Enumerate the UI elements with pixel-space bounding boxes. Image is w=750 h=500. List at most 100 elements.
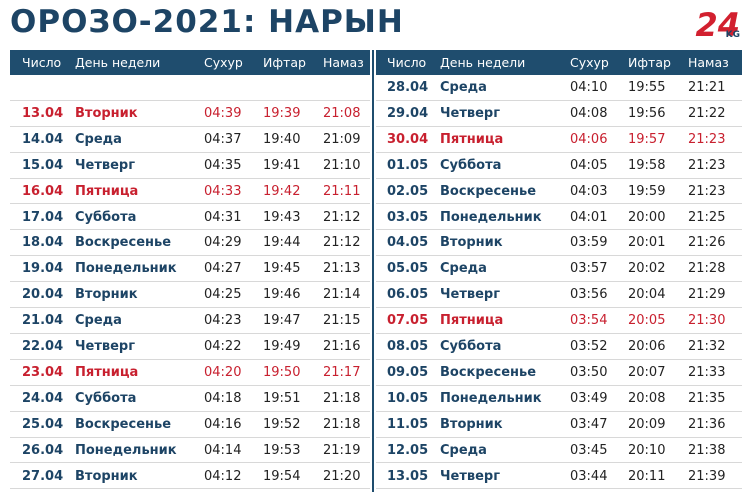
- time-cell: 21:33: [688, 364, 726, 380]
- time-cell: 04:06: [570, 131, 608, 147]
- date-cell: Воскресенье: [440, 183, 537, 199]
- date-cell: 20.04: [22, 287, 64, 303]
- time-cell: 21:10: [323, 157, 361, 173]
- time-cell: 21:23: [688, 183, 726, 199]
- header-cell: День недели: [440, 55, 526, 70]
- time-cell: 03:52: [570, 339, 608, 354]
- date-cell: Воскресенье: [75, 235, 172, 251]
- date-cell: 22.04: [22, 339, 64, 354]
- time-cell: 19:47: [263, 313, 301, 329]
- time-cell: 21:12: [323, 209, 361, 225]
- time-cell: 20:09: [628, 416, 666, 432]
- date-cell: 08.05: [387, 339, 429, 354]
- date-cell: Суббота: [75, 390, 137, 406]
- table-row: 04.05 Вторник 03:59 20:01 21:26: [376, 230, 742, 257]
- table-row: 07.05 Пятница 03:54 20:05 21:30: [376, 308, 742, 334]
- time-cell: 21:32: [688, 339, 726, 354]
- time-cell: 20:07: [628, 364, 666, 380]
- time-cell: 20:10: [628, 442, 666, 458]
- date-cell: Понедельник: [440, 209, 542, 225]
- date-cell: 03.05: [387, 209, 429, 225]
- table-row: 06.05 Четверг 03:56 20:04 21:29: [376, 282, 742, 309]
- time-cell: 19:46: [263, 287, 301, 303]
- date-cell: Четверг: [440, 468, 500, 484]
- time-cell: 21:38: [688, 442, 726, 458]
- date-cell: 11.05: [387, 416, 429, 432]
- time-cell: 21:14: [323, 287, 361, 303]
- table-row: 28.04 Среда 04:10 19:55 21:21: [376, 75, 742, 101]
- header-cell: Намаз: [688, 55, 729, 70]
- logo-sub: KG: [725, 30, 740, 40]
- time-cell: 21:19: [323, 442, 361, 458]
- time-cell: 21:16: [323, 339, 361, 354]
- time-cell: 03:45: [570, 442, 608, 458]
- time-cell: 03:50: [570, 364, 608, 380]
- time-cell: 21:23: [688, 157, 726, 173]
- date-cell: 27.04: [22, 468, 64, 484]
- divider: [372, 50, 374, 492]
- time-cell: 21:15: [323, 313, 361, 329]
- date-cell: Среда: [75, 313, 122, 329]
- table-row: 19.04 Понедельник 04:27 19:45 21:13: [10, 256, 370, 283]
- date-cell: Среда: [75, 131, 122, 147]
- date-cell: Четверг: [440, 287, 500, 303]
- table-row: 29.04 Четверг 04:08 19:56 21:22: [376, 101, 742, 127]
- time-cell: 21:28: [688, 261, 726, 277]
- date-cell: 17.04: [22, 209, 64, 225]
- time-cell: 19:56: [628, 105, 666, 121]
- time-cell: 21:12: [323, 235, 361, 251]
- date-cell: Вторник: [440, 235, 503, 251]
- time-cell: 04:10: [570, 80, 608, 95]
- table-row: 18.04 Воскресенье 04:29 19:44 21:12: [10, 230, 370, 257]
- time-cell: 20:02: [628, 261, 666, 277]
- date-cell: Вторник: [75, 105, 138, 121]
- table-row: 21.04 Среда 04:23 19:47 21:15: [10, 308, 370, 334]
- table-row: 12.05 Среда 03:45 20:10 21:38: [376, 438, 742, 464]
- date-cell: Понедельник: [75, 442, 177, 458]
- table-row: 03.05 Понедельник 04:01 20:00 21:25: [376, 205, 742, 231]
- time-cell: 19:45: [263, 261, 301, 277]
- date-cell: Понедельник: [75, 261, 177, 277]
- date-cell: 04.05: [387, 235, 429, 251]
- time-cell: 20:01: [628, 235, 666, 251]
- time-cell: 19:39: [263, 105, 301, 121]
- table-row: 11.05 Вторник 03:47 20:09 21:36: [376, 412, 742, 438]
- time-cell: 04:29: [204, 235, 242, 251]
- time-cell: 19:53: [263, 442, 301, 458]
- date-cell: 05.05: [387, 261, 429, 277]
- header-cell: Сухур: [204, 55, 243, 70]
- time-cell: 21:29: [688, 287, 726, 303]
- time-cell: 21:25: [688, 209, 726, 225]
- time-cell: 04:18: [204, 390, 242, 406]
- time-cell: 21:18: [323, 416, 361, 432]
- time-cell: 19:51: [263, 390, 301, 406]
- table-row: 22.04 Четверг 04:22 19:49 21:16: [10, 334, 370, 360]
- time-cell: 21:11: [323, 183, 361, 199]
- date-cell: 09.05: [387, 364, 429, 380]
- date-cell: Пятница: [440, 131, 504, 147]
- time-cell: 19:49: [263, 339, 301, 354]
- header-cell: Ифтар: [628, 55, 671, 70]
- date-cell: 10.05: [387, 390, 429, 406]
- time-cell: 04:27: [204, 261, 242, 277]
- header-cell: Число: [387, 55, 427, 70]
- time-cell: 19:50: [263, 364, 301, 380]
- time-cell: 21:08: [323, 105, 361, 121]
- time-cell: 19:55: [628, 80, 666, 95]
- date-cell: Вторник: [440, 416, 503, 432]
- date-cell: Суббота: [440, 157, 502, 173]
- time-cell: 19:58: [628, 157, 666, 173]
- table-row: 15.04 Четверг 04:35 19:41 21:10: [10, 153, 370, 179]
- date-cell: 15.04: [22, 157, 64, 173]
- date-cell: Пятница: [440, 313, 504, 329]
- time-cell: 21:36: [688, 416, 726, 432]
- header-cell: Намаз: [323, 55, 364, 70]
- date-cell: Вторник: [75, 468, 138, 484]
- date-cell: 19.04: [22, 261, 64, 277]
- time-cell: 03:57: [570, 261, 608, 277]
- date-cell: Среда: [440, 442, 487, 458]
- date-cell: 25.04: [22, 416, 64, 432]
- time-cell: 20:11: [628, 468, 666, 484]
- time-cell: 20:04: [628, 287, 666, 303]
- date-cell: Пятница: [75, 364, 139, 380]
